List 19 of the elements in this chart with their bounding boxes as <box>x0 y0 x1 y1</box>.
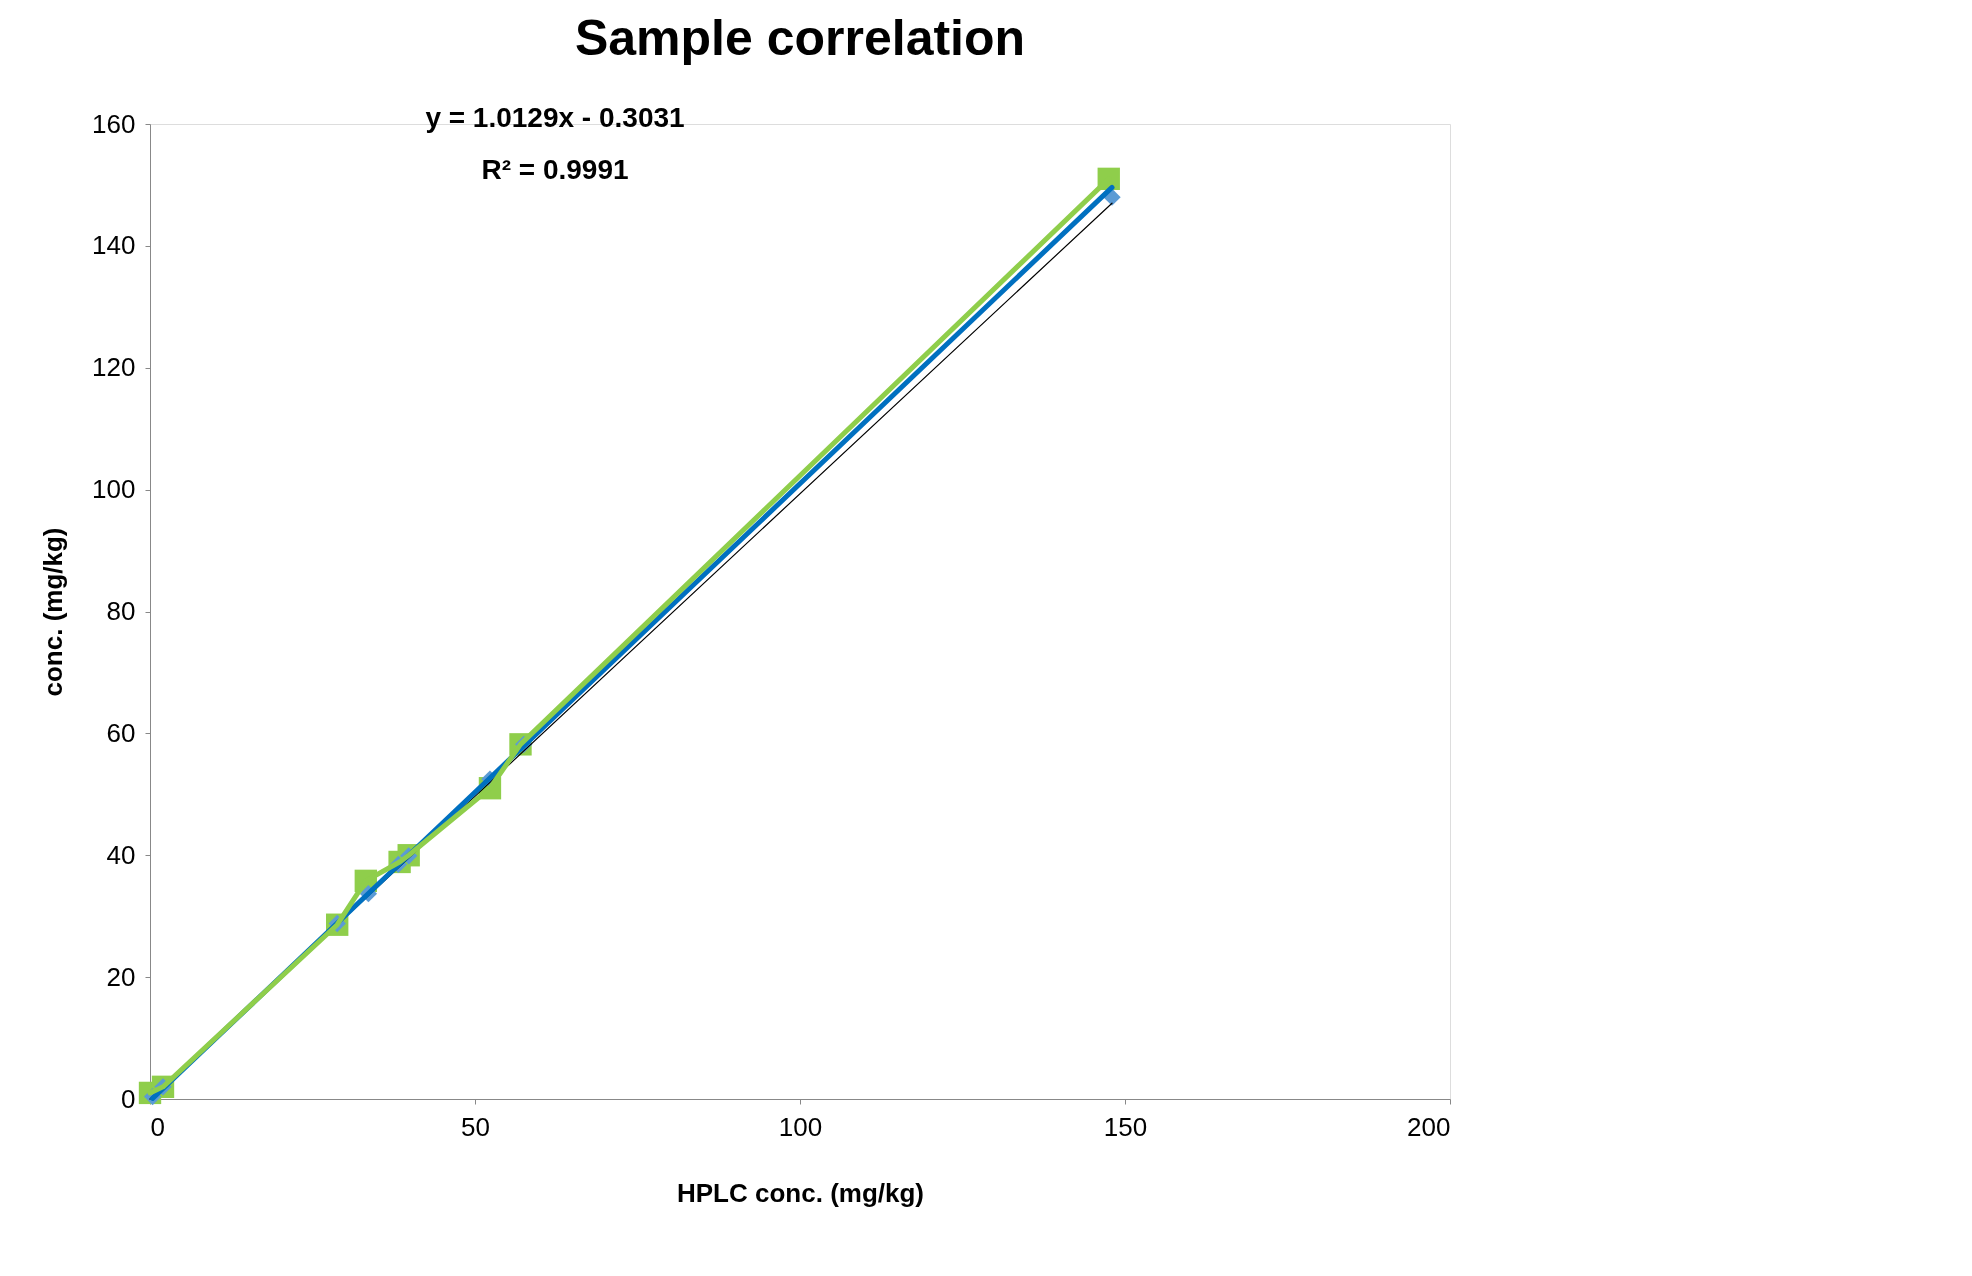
y-tick-label: 60 <box>106 717 136 748</box>
x-tick-label: 100 <box>778 1111 823 1142</box>
y-tick-label: 160 <box>92 108 136 139</box>
y-tick-label: 140 <box>92 230 136 261</box>
x-tick-label: 200 <box>1407 1111 1451 1142</box>
x-axis-title: HPLC conc. (mg/kg) <box>676 1177 925 1208</box>
x-tick-label: 150 <box>1103 1111 1148 1142</box>
y-tick-label: 20 <box>106 961 136 992</box>
annotation: R² = 0.9991 <box>481 154 629 185</box>
y-tick-label: 80 <box>106 596 136 626</box>
x-tick-label: 0 <box>150 1111 165 1142</box>
annotation: y = 1.0129x - 0.3031 <box>425 102 685 133</box>
x-tick-label: 50 <box>461 1111 490 1142</box>
y-tick-label: 120 <box>92 352 136 383</box>
chart-title: Sample correlation <box>574 10 1026 66</box>
y-tick-label: 100 <box>92 474 136 505</box>
y-axis-title: conc. (mg/kg) <box>38 527 69 697</box>
y-tick-label: 0 <box>121 1083 136 1114</box>
y-tick-label: 40 <box>106 839 136 870</box>
